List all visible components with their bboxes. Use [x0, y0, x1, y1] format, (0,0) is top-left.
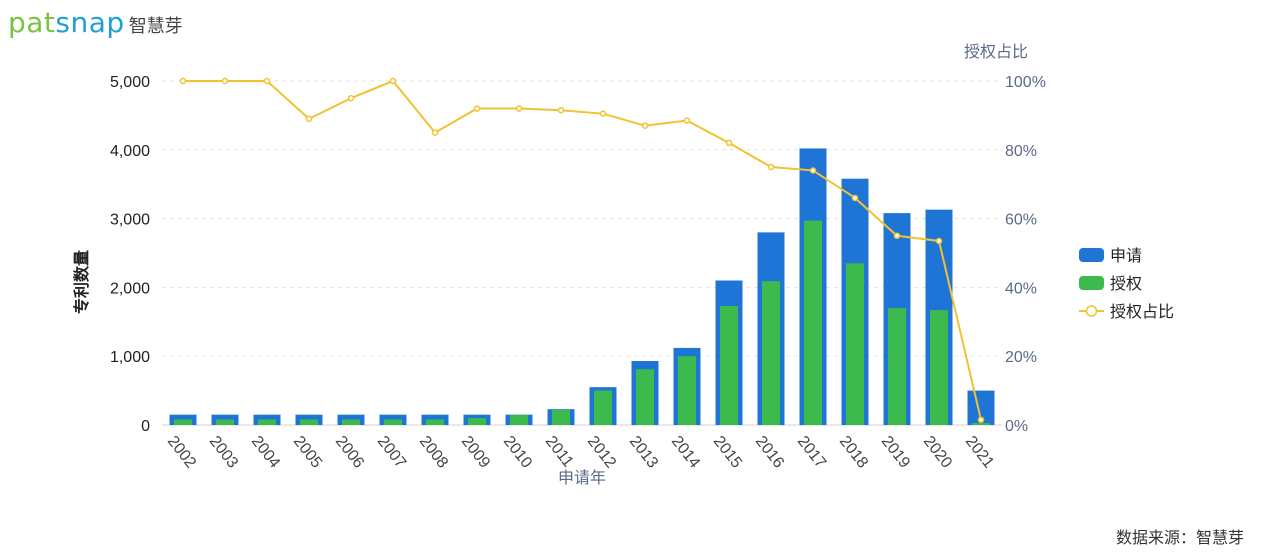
x-tick-label: 2015	[710, 433, 745, 472]
bar-grants	[888, 308, 906, 425]
ratio-point	[851, 194, 859, 202]
legend-swatch-applications	[1079, 248, 1104, 262]
ratio-point	[767, 163, 775, 171]
ratio-point	[893, 232, 901, 240]
y-tick-label: 0	[141, 418, 150, 435]
bar-grants	[720, 305, 738, 425]
bar-grants	[510, 414, 528, 425]
bar-grants	[594, 390, 612, 425]
bar-grants	[804, 220, 822, 425]
ratio-point	[179, 77, 187, 85]
y2-axis-title: 授权占比	[964, 43, 1028, 61]
ratio-point	[809, 167, 817, 174]
legend-swatch-grants	[1079, 276, 1104, 290]
brand-wordmark: patsnap	[8, 6, 125, 39]
bar-grants	[552, 409, 570, 425]
bar-grants	[426, 419, 444, 425]
bar-grants	[636, 369, 654, 425]
x-tick-label: 2013	[626, 433, 661, 472]
y2-tick-label: 60%	[1005, 212, 1037, 229]
x-tick-label: 2004	[248, 433, 283, 472]
y-tick-label: 5,000	[110, 74, 150, 91]
ratio-point	[431, 129, 439, 136]
bar-grants	[300, 419, 318, 425]
legend-label-ratio: 授权占比	[1110, 303, 1174, 321]
bar-grants	[216, 419, 234, 425]
legend-label-applications: 申请	[1110, 247, 1142, 265]
y2-tick-label: 40%	[1005, 280, 1037, 297]
brand-cn-name: 智慧芽	[128, 16, 183, 36]
x-tick-label: 2002	[164, 433, 199, 472]
ratio-point	[263, 77, 271, 85]
bar-grants	[762, 281, 780, 425]
bar-grants	[678, 356, 696, 425]
x-tick-label: 2011	[542, 433, 577, 471]
x-tick-label: 2003	[206, 433, 241, 472]
x-tick-label: 2005	[290, 433, 325, 472]
x-tick-label: 2010	[500, 433, 535, 472]
ratio-line	[183, 79, 982, 421]
x-tick-label: 2012	[584, 433, 619, 472]
x-tick-label: 2020	[920, 433, 955, 472]
bar-grants	[972, 422, 990, 425]
x-tick-label: 2017	[794, 433, 829, 472]
bar-grants	[342, 419, 360, 425]
ratio-point	[977, 416, 985, 424]
x-axis-title: 申请年	[558, 469, 606, 487]
x-tick-label: 2021	[962, 433, 997, 472]
y2-tick-label: 80%	[1005, 143, 1037, 160]
x-tick-label: 2006	[332, 433, 367, 472]
y-tick-label: 2,000	[110, 280, 150, 297]
x-tick-label: 2016	[752, 433, 787, 472]
x-tick-label: 2009	[458, 433, 493, 472]
y2-tick-label: 20%	[1005, 349, 1037, 366]
ratio-point	[599, 110, 607, 117]
x-tick-label: 2014	[668, 433, 703, 472]
bar-grants	[468, 418, 486, 425]
legend-swatch-ratio-marker	[1085, 305, 1098, 317]
y-tick-label: 3,000	[110, 212, 150, 229]
bar-grants	[384, 419, 402, 425]
bar-grants	[930, 310, 948, 425]
ratio-point	[389, 77, 397, 85]
bar-grants	[846, 263, 864, 425]
y2-tick-label: 0%	[1005, 418, 1028, 435]
brand-logo: patsnap 智慧芽	[8, 6, 183, 39]
ratio-point	[473, 105, 481, 112]
ratio-point	[557, 106, 565, 114]
ratio-point	[305, 115, 313, 123]
y-tick-label: 4,000	[110, 143, 150, 160]
bar-grants	[258, 419, 276, 425]
x-tick-label: 2008	[416, 433, 451, 472]
ratio-point	[515, 105, 523, 112]
y2-tick-label: 100%	[1005, 74, 1046, 91]
legend-label-grants: 授权	[1110, 275, 1142, 293]
source-note: 数据来源：智慧芽	[1115, 530, 1244, 547]
ratio-point	[641, 122, 649, 129]
x-tick-label: 2007	[374, 433, 409, 472]
ratio-point	[221, 77, 229, 85]
x-tick-label: 2019	[878, 433, 913, 472]
y-axis-title: 专利数量	[72, 250, 91, 314]
ratio-point	[725, 139, 733, 147]
y-tick-label: 1,000	[110, 349, 150, 366]
ratio-point	[683, 117, 691, 124]
ratio-point	[935, 237, 943, 245]
x-tick-label: 2018	[836, 433, 871, 472]
bar-grants	[174, 419, 192, 425]
ratio-point	[347, 94, 355, 102]
